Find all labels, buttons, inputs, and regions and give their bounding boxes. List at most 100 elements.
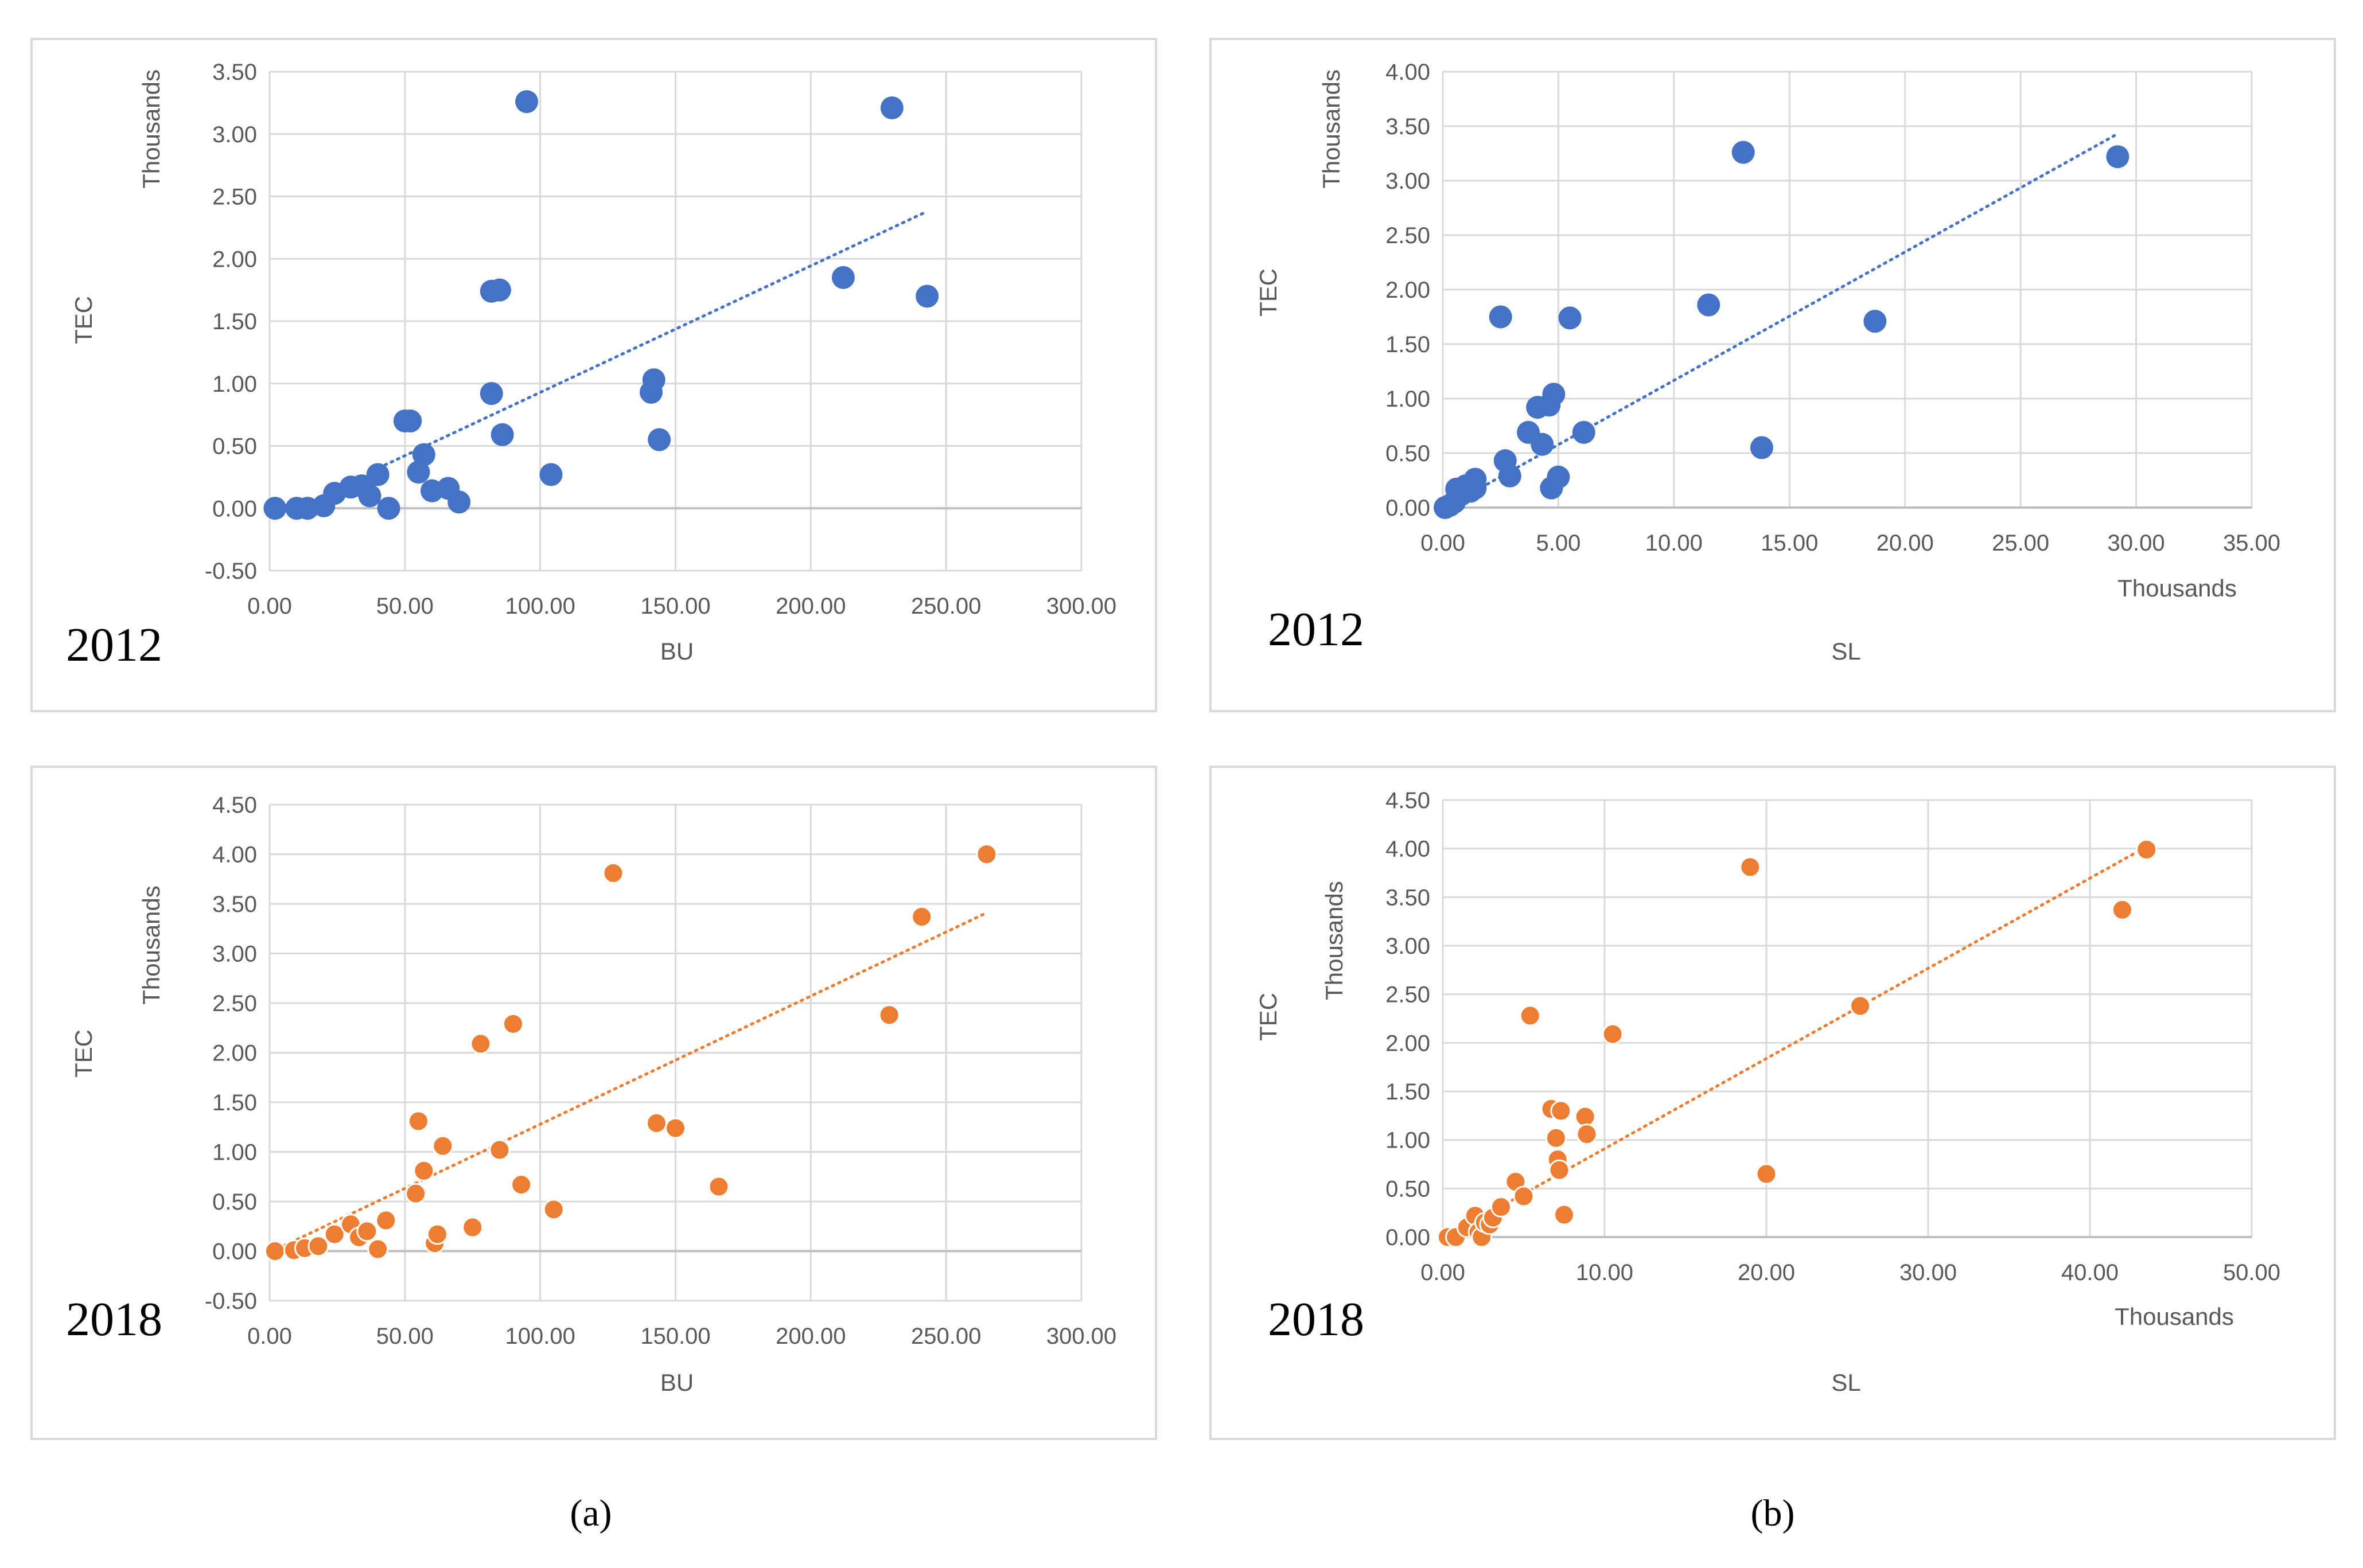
y-tick-label: 0.50 xyxy=(212,1189,257,1215)
data-point xyxy=(399,409,422,432)
x-tick-label: 250.00 xyxy=(911,594,981,619)
y-tick-label: 3.50 xyxy=(1385,885,1430,910)
y-axis-title: TEC xyxy=(1255,993,1282,1041)
x-axis-title: BU xyxy=(660,638,694,665)
scatter-chart-bu-2012: -0.50 0.00 0.50 1.00 1.50 2.00 2.50 3.00 3.50 0.0… xyxy=(66,60,1116,672)
data-point xyxy=(1550,1100,1572,1122)
x-tick-label: 50.00 xyxy=(376,594,434,619)
data-point xyxy=(1574,1106,1596,1128)
data-point xyxy=(916,284,939,308)
data-point xyxy=(358,484,381,508)
x-tick-label: 10.00 xyxy=(1576,1260,1633,1285)
data-point xyxy=(503,1013,524,1035)
data-point xyxy=(2106,145,2130,169)
y-tick-label: 2.50 xyxy=(1385,223,1430,248)
y-tick-label: 1.00 xyxy=(1385,1128,1430,1153)
x-tick-label: 30.00 xyxy=(1899,1260,1957,1285)
data-point xyxy=(1750,436,1773,459)
data-point xyxy=(1697,293,1720,317)
data-point xyxy=(407,461,430,484)
y-tick-label: 3.50 xyxy=(1385,114,1430,139)
x-tick-label: 30.00 xyxy=(2108,531,2165,556)
x-tick-label: 200.00 xyxy=(776,594,846,619)
data-point xyxy=(1498,464,1521,487)
caption-b: (b) xyxy=(1751,1492,1795,1534)
data-point xyxy=(470,1033,492,1055)
data-point xyxy=(375,1210,397,1231)
x-tick-label: 20.00 xyxy=(1877,531,1934,556)
y-axis-title: TEC xyxy=(70,1029,97,1078)
data-point xyxy=(405,1183,427,1204)
data-point xyxy=(1755,1163,1777,1185)
x-tick-label: 50.00 xyxy=(376,1324,434,1349)
data-point xyxy=(665,1117,686,1139)
y-tick-label: 1.50 xyxy=(212,1090,257,1115)
data-point xyxy=(1850,995,1871,1017)
x-tick-label: 25.00 xyxy=(1992,531,2049,556)
data-point xyxy=(1547,465,1570,489)
data-point xyxy=(1558,306,1582,330)
x-tick-label: 0.00 xyxy=(1420,1260,1465,1285)
x-display-units-label: Thousands xyxy=(2117,575,2237,602)
data-point xyxy=(1489,305,1512,329)
y-tick-label: 0.00 xyxy=(1385,496,1430,521)
data-point xyxy=(366,463,390,486)
data-point xyxy=(1542,383,1566,406)
x-tick-label: 15.00 xyxy=(1761,531,1818,556)
data-point xyxy=(1554,1204,1575,1226)
y-tick-label: 0.50 xyxy=(212,434,257,459)
data-point xyxy=(307,1235,329,1257)
panel-frame-b-2018 xyxy=(1209,766,2336,1440)
data-point xyxy=(831,266,855,289)
x-tick-label: 0.00 xyxy=(247,1324,292,1349)
data-point xyxy=(264,1241,286,1262)
y-tick-label: 2.50 xyxy=(212,185,257,210)
data-point xyxy=(447,490,471,514)
data-point xyxy=(367,1238,389,1260)
trendline xyxy=(271,911,988,1253)
y-display-units-label: Thousands xyxy=(138,886,165,1005)
x-tick-label: 250.00 xyxy=(911,1324,981,1349)
data-point xyxy=(911,906,933,927)
data-point xyxy=(1572,420,1595,444)
data-point xyxy=(1463,476,1487,500)
data-point xyxy=(515,90,539,114)
x-tick-label: 5.00 xyxy=(1536,531,1580,556)
data-point xyxy=(2111,899,2133,920)
y-tick-label: 4.00 xyxy=(212,842,257,868)
data-point xyxy=(489,1139,511,1161)
y-display-units-label: Thousands xyxy=(138,69,165,189)
data-point xyxy=(1545,1127,1567,1149)
panel-frame-a-2012 xyxy=(30,38,1157,712)
x-tick-label: 100.00 xyxy=(505,594,575,619)
data-point xyxy=(324,1223,345,1245)
x-tick-label: 100.00 xyxy=(505,1324,575,1349)
data-point xyxy=(1519,1005,1541,1027)
y-tick-label: 3.00 xyxy=(1385,934,1430,959)
panel-frame-b-2012 xyxy=(1209,38,2336,712)
y-tick-label: 2.00 xyxy=(212,247,257,272)
data-point xyxy=(880,96,904,120)
y-tick-label: 1.00 xyxy=(212,1140,257,1165)
y-tick-label: 1.50 xyxy=(212,309,257,334)
x-axis-title: BU xyxy=(660,1369,694,1396)
data-point xyxy=(432,1135,454,1157)
data-point xyxy=(1731,141,1755,164)
y-tick-label: 1.00 xyxy=(1385,387,1430,412)
data-point xyxy=(412,443,435,466)
year-label: 2018 xyxy=(1268,1293,1364,1346)
data-point xyxy=(1739,856,1761,878)
y-tick-label: 2.00 xyxy=(212,1041,257,1066)
scatter-chart-sl-2018: 0.00 0.50 1.00 1.50 2.00 2.50 3.00 3.50 4.00 4.50… xyxy=(1255,788,2280,1396)
data-point xyxy=(1531,432,1554,456)
y-tick-label: 2.00 xyxy=(1385,1031,1430,1056)
data-point xyxy=(1548,1159,1570,1181)
x-tick-label: 300.00 xyxy=(1046,594,1116,619)
y-tick-label: 0.50 xyxy=(1385,1176,1430,1202)
y-tick-label: 3.00 xyxy=(1385,169,1430,194)
data-point xyxy=(1863,310,1887,333)
y-axis-title: TEC xyxy=(70,296,97,344)
x-tick-label: 0.00 xyxy=(247,594,292,619)
scatter-chart-bu-2018: -0.50 0.00 0.50 1.00 1.50 2.00 2.50 3.00 3.50 4.0… xyxy=(66,793,1116,1396)
